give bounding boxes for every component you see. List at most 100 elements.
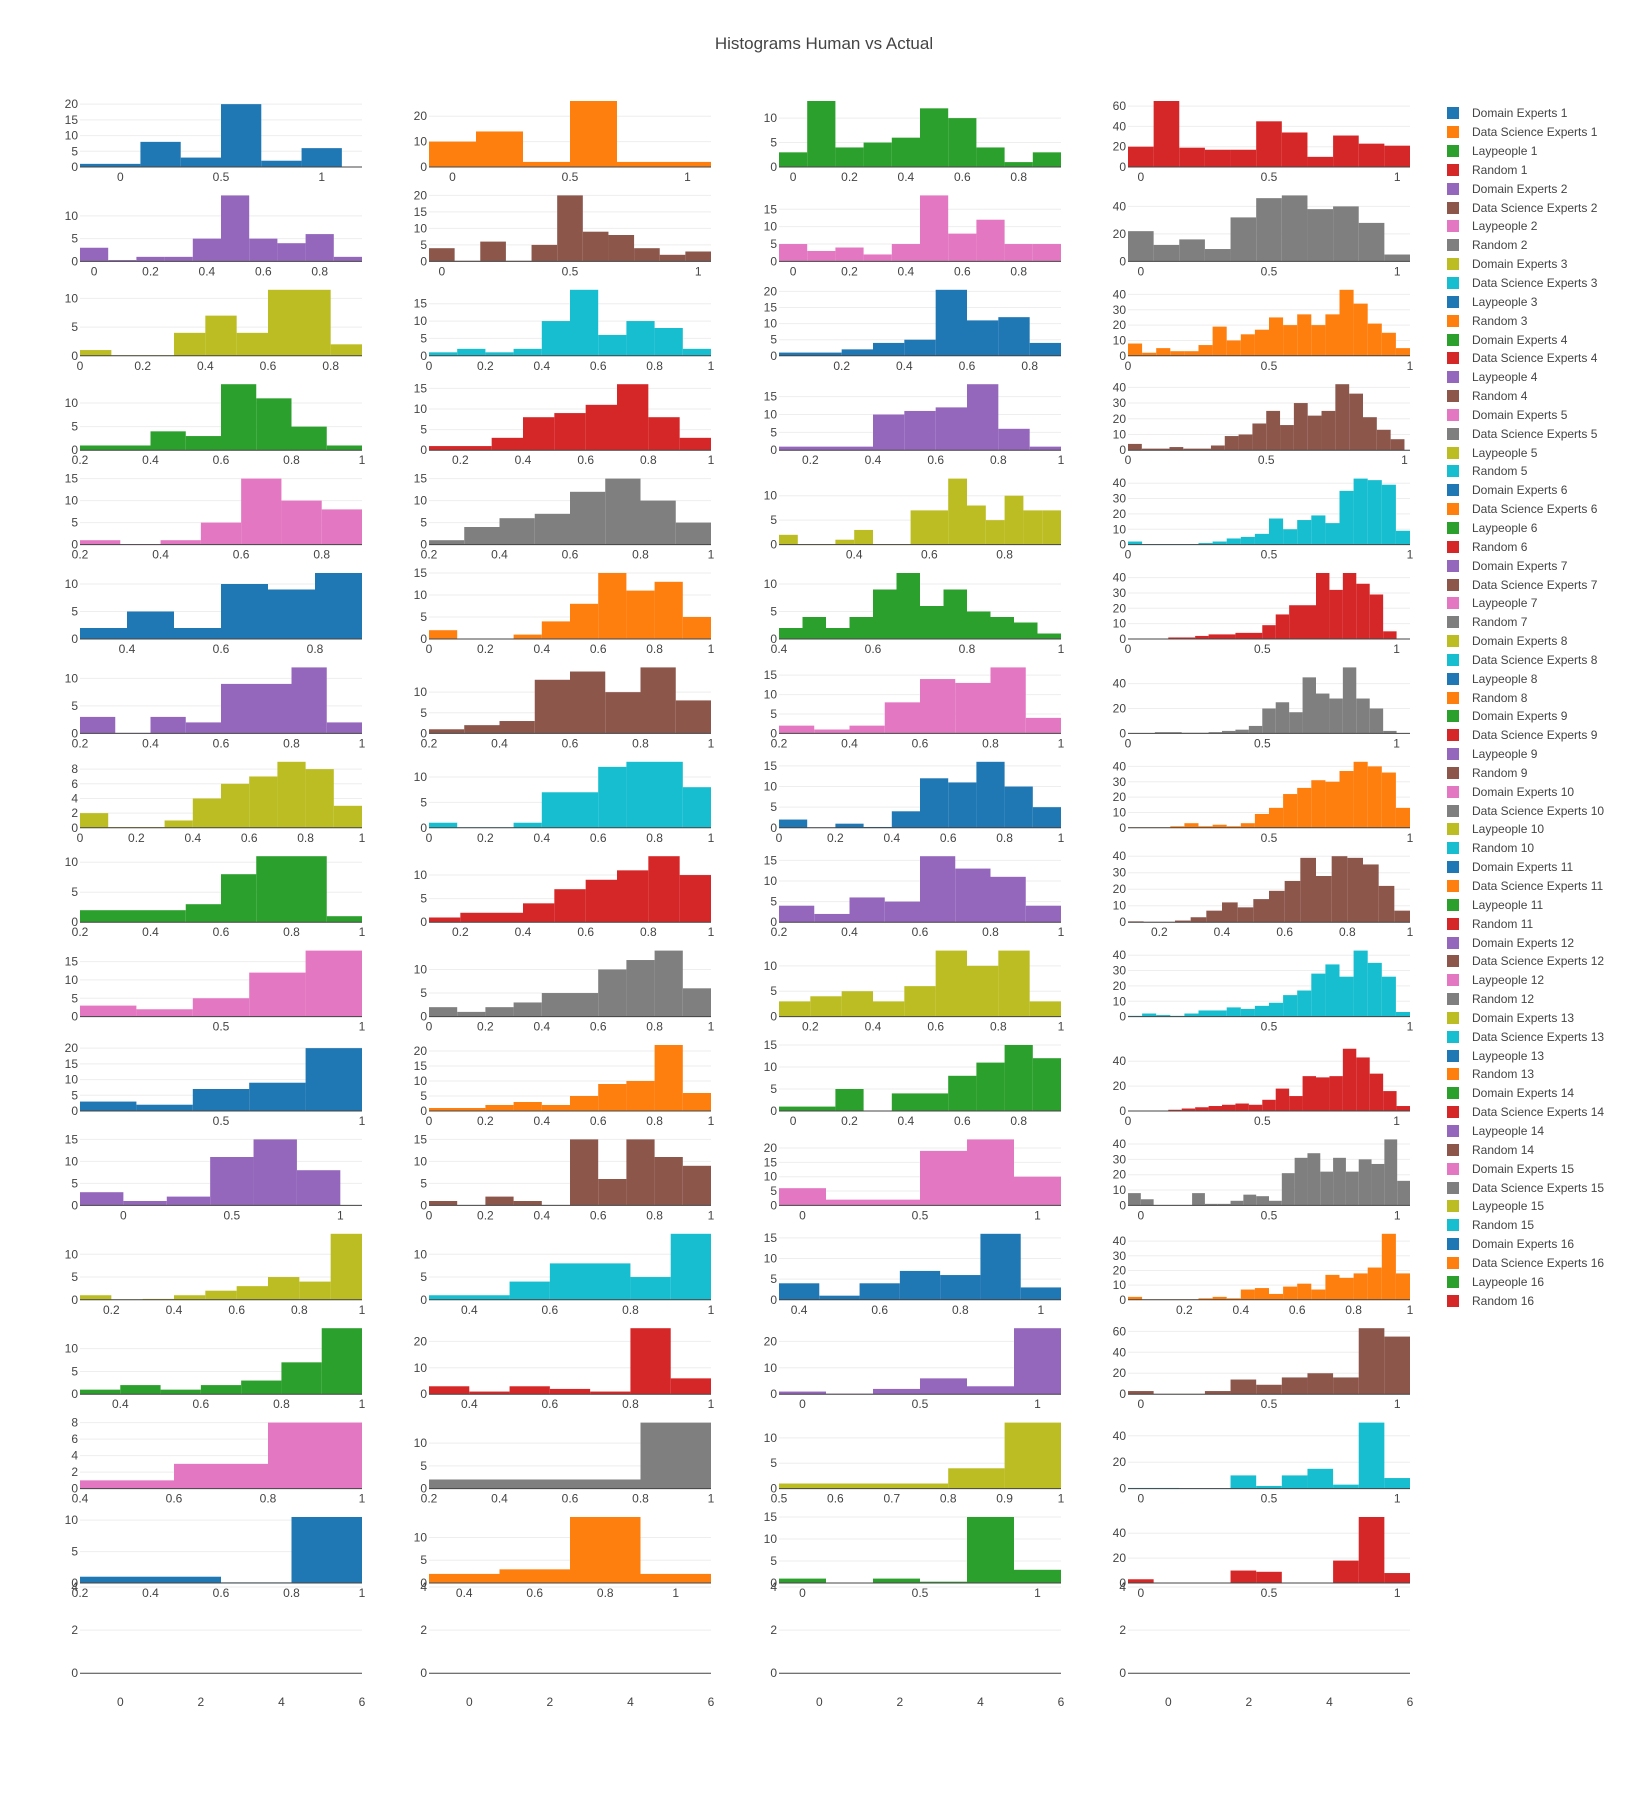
x-tick-label: 0.8 xyxy=(1339,925,1356,939)
legend-item[interactable]: Data Science Experts 3 xyxy=(1447,274,1637,293)
x-tick-label: 1 xyxy=(708,736,715,750)
legend-item[interactable]: Domain Experts 9 xyxy=(1447,707,1637,726)
legend-item[interactable]: Data Science Experts 10 xyxy=(1447,801,1637,820)
x-tick-label: 6 xyxy=(359,1695,366,1709)
legend-label: Data Science Experts 14 xyxy=(1472,1105,1605,1120)
legend-item[interactable]: Laypeople 12 xyxy=(1447,971,1637,990)
legend-item[interactable]: Random 1 xyxy=(1447,161,1637,180)
histogram-bar xyxy=(598,1179,627,1206)
legend-item[interactable]: Random 3 xyxy=(1447,311,1637,330)
legend-item[interactable]: Data Science Experts 1 xyxy=(1447,123,1637,142)
legend-item[interactable]: Laypeople 8 xyxy=(1447,669,1637,688)
legend-item[interactable]: Random 13 xyxy=(1447,1065,1637,1084)
legend-item[interactable]: Data Science Experts 5 xyxy=(1447,424,1637,443)
legend-item[interactable]: Data Science Experts 9 xyxy=(1447,726,1637,745)
y-tick-label: 0 xyxy=(420,821,427,835)
histogram-bar xyxy=(1316,573,1330,639)
legend-item[interactable]: Random 9 xyxy=(1447,764,1637,783)
histogram-bar xyxy=(205,315,237,356)
y-tick-label: 0 xyxy=(71,915,78,929)
legend-item[interactable]: Random 6 xyxy=(1447,537,1637,556)
legend-item[interactable]: Random 14 xyxy=(1447,1140,1637,1159)
histogram-bar xyxy=(920,606,944,639)
legend-item[interactable]: Domain Experts 8 xyxy=(1447,632,1637,651)
legend-item[interactable]: Domain Experts 4 xyxy=(1447,330,1637,349)
legend-item[interactable]: Domain Experts 11 xyxy=(1447,858,1637,877)
x-tick-label: 0.5 xyxy=(1261,1492,1278,1506)
legend-item[interactable]: Laypeople 1 xyxy=(1447,142,1637,161)
legend-item[interactable]: Domain Experts 16 xyxy=(1447,1235,1637,1254)
histogram-bar xyxy=(1281,132,1308,167)
legend-item[interactable]: Laypeople 4 xyxy=(1447,368,1637,387)
legend-item[interactable]: Data Science Experts 16 xyxy=(1447,1253,1637,1272)
histogram-bar xyxy=(80,1389,121,1395)
legend-item[interactable]: Data Science Experts 11 xyxy=(1447,877,1637,896)
histogram-bar xyxy=(1198,1010,1227,1017)
x-tick-label: 0.2 xyxy=(1176,1303,1193,1317)
legend-item[interactable]: Random 11 xyxy=(1447,914,1637,933)
legend-item[interactable]: Laypeople 13 xyxy=(1447,1046,1637,1065)
histogram-bar xyxy=(549,1388,591,1395)
legend-item[interactable]: Data Science Experts 4 xyxy=(1447,349,1637,368)
histogram-bar xyxy=(1230,1379,1257,1395)
legend-item[interactable]: Domain Experts 3 xyxy=(1447,255,1637,274)
legend[interactable]: Domain Experts 1 Data Science Experts 1 La… xyxy=(1447,104,1637,1310)
legend-item[interactable]: Random 10 xyxy=(1447,839,1637,858)
histogram-bar xyxy=(1252,423,1267,451)
legend-label: Laypeople 13 xyxy=(1472,1048,1545,1063)
legend-item[interactable]: Laypeople 7 xyxy=(1447,594,1637,613)
legend-item[interactable]: Laypeople 16 xyxy=(1447,1272,1637,1291)
legend-item[interactable]: Laypeople 5 xyxy=(1447,443,1637,462)
legend-item[interactable]: Laypeople 3 xyxy=(1447,292,1637,311)
x-tick-label: 0.2 xyxy=(103,1303,120,1317)
legend-item[interactable]: Random 8 xyxy=(1447,688,1637,707)
y-tick-label: 5 xyxy=(770,707,777,721)
legend-item[interactable]: Laypeople 14 xyxy=(1447,1122,1637,1141)
x-tick-label: 0 xyxy=(799,1208,806,1222)
legend-item[interactable]: Laypeople 11 xyxy=(1447,895,1637,914)
legend-item[interactable]: Domain Experts 1 xyxy=(1447,104,1637,123)
y-tick-label: 15 xyxy=(764,759,778,773)
x-tick-label: 0.6 xyxy=(260,359,277,373)
x-tick-label: 1 xyxy=(1394,1208,1401,1222)
legend-item[interactable]: Domain Experts 10 xyxy=(1447,782,1637,801)
legend-item[interactable]: Random 5 xyxy=(1447,462,1637,481)
legend-item[interactable]: Domain Experts 6 xyxy=(1447,481,1637,500)
legend-item[interactable]: Laypeople 9 xyxy=(1447,745,1637,764)
legend-item[interactable]: Data Science Experts 7 xyxy=(1447,575,1637,594)
legend-item[interactable]: Data Science Experts 15 xyxy=(1447,1178,1637,1197)
histogram-bar xyxy=(205,1290,237,1300)
legend-item[interactable]: Data Science Experts 6 xyxy=(1447,500,1637,519)
legend-item[interactable]: Random 16 xyxy=(1447,1291,1637,1310)
legend-item[interactable]: Domain Experts 15 xyxy=(1447,1159,1637,1178)
legend-item[interactable]: Random 4 xyxy=(1447,387,1637,406)
legend-item[interactable]: Random 15 xyxy=(1447,1216,1637,1235)
legend-item[interactable]: Laypeople 15 xyxy=(1447,1197,1637,1216)
x-tick-label: 1 xyxy=(708,1492,715,1506)
legend-item[interactable]: Domain Experts 2 xyxy=(1447,179,1637,198)
legend-item[interactable]: Random 12 xyxy=(1447,990,1637,1009)
legend-item[interactable]: Random 2 xyxy=(1447,236,1637,255)
legend-label: Domain Experts 3 xyxy=(1472,257,1568,272)
legend-item[interactable]: Data Science Experts 8 xyxy=(1447,650,1637,669)
y-tick-label: 10 xyxy=(764,959,778,973)
legend-item[interactable]: Data Science Experts 2 xyxy=(1447,198,1637,217)
legend-item[interactable]: Domain Experts 7 xyxy=(1447,556,1637,575)
y-tick-label: 10 xyxy=(764,317,778,331)
legend-item[interactable]: Random 7 xyxy=(1447,613,1637,632)
legend-item[interactable]: Laypeople 10 xyxy=(1447,820,1637,839)
legend-item[interactable]: Domain Experts 13 xyxy=(1447,1009,1637,1028)
histogram-bar xyxy=(1381,484,1396,545)
legend-item[interactable]: Data Science Experts 12 xyxy=(1447,952,1637,971)
legend-item[interactable]: Laypeople 6 xyxy=(1447,519,1637,538)
legend-item[interactable]: Laypeople 2 xyxy=(1447,217,1637,236)
legend-label: Domain Experts 9 xyxy=(1472,709,1568,724)
legend-item[interactable]: Data Science Experts 13 xyxy=(1447,1027,1637,1046)
legend-item[interactable]: Data Science Experts 14 xyxy=(1447,1103,1637,1122)
legend-item[interactable]: Domain Experts 12 xyxy=(1447,933,1637,952)
legend-item[interactable]: Domain Experts 14 xyxy=(1447,1084,1637,1103)
y-tick-label: 30 xyxy=(1113,1152,1127,1166)
legend-item[interactable]: Domain Experts 5 xyxy=(1447,406,1637,425)
y-tick-label: 60 xyxy=(1113,99,1127,113)
